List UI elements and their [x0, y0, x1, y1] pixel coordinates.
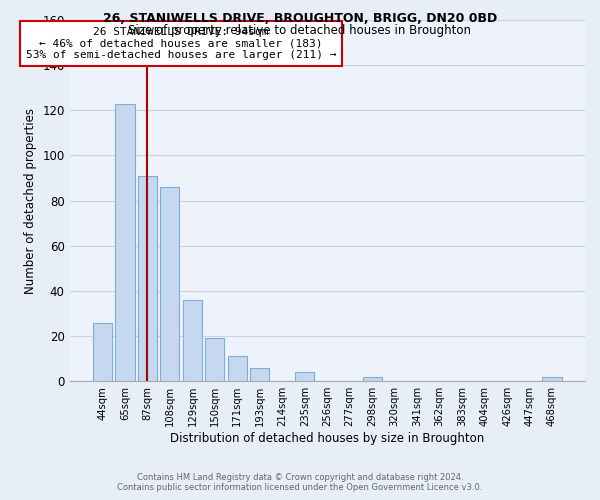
Text: 26, STANIWELLS DRIVE, BROUGHTON, BRIGG, DN20 0BD: 26, STANIWELLS DRIVE, BROUGHTON, BRIGG, … — [103, 12, 497, 26]
Bar — [542, 376, 562, 381]
Bar — [93, 322, 112, 381]
Bar — [183, 300, 202, 381]
Text: Size of property relative to detached houses in Broughton: Size of property relative to detached ho… — [128, 24, 472, 37]
Y-axis label: Number of detached properties: Number of detached properties — [24, 108, 37, 294]
Bar — [295, 372, 314, 381]
Bar — [205, 338, 224, 381]
Bar — [362, 376, 382, 381]
Bar — [228, 356, 247, 381]
Bar — [138, 176, 157, 381]
Bar — [115, 104, 134, 381]
Bar — [250, 368, 269, 381]
Text: 26 STANIWELLS DRIVE: 94sqm
← 46% of detached houses are smaller (183)
53% of sem: 26 STANIWELLS DRIVE: 94sqm ← 46% of deta… — [26, 27, 337, 60]
Bar — [160, 187, 179, 381]
X-axis label: Distribution of detached houses by size in Broughton: Distribution of detached houses by size … — [170, 432, 484, 445]
Text: Contains HM Land Registry data © Crown copyright and database right 2024.
Contai: Contains HM Land Registry data © Crown c… — [118, 473, 482, 492]
